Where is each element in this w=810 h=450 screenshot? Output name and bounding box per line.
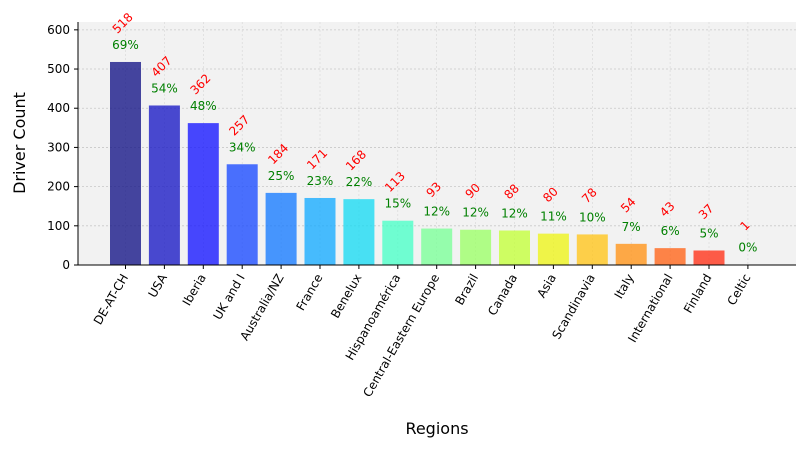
y-tick-label: 400 (47, 101, 70, 115)
percent-label: 0% (738, 241, 757, 255)
bar-4 (265, 192, 297, 265)
y-tick-label: 200 (47, 180, 70, 194)
percent-label: 15% (384, 197, 411, 211)
percent-label: 23% (307, 174, 334, 188)
percent-label: 12% (423, 205, 450, 219)
y-tick-label: 300 (47, 140, 70, 154)
y-tick-label: 600 (47, 23, 70, 37)
x-tick-label: Canada (485, 272, 520, 319)
bar-9 (460, 229, 492, 265)
percent-label: 7% (622, 220, 641, 234)
bar-5 (304, 197, 336, 265)
percent-label: 12% (501, 207, 528, 221)
y-tick-label: 100 (47, 219, 70, 233)
x-tick-label: USA (145, 271, 170, 300)
bar-1 (148, 105, 180, 265)
x-tick-label: Brazil (452, 271, 481, 307)
x-tick-label: Celtic (725, 272, 754, 308)
bars (110, 61, 764, 266)
percent-label: 5% (699, 226, 718, 240)
bar-7 (382, 220, 414, 265)
bar-6 (343, 199, 375, 265)
x-tick-label: Asia (534, 272, 559, 301)
bar-14 (654, 248, 686, 265)
y-axis-title: Driver Count (10, 92, 29, 194)
x-tick-label: DE-AT-CH (91, 272, 131, 328)
percent-label: 6% (661, 224, 680, 238)
x-tick-label: UK and I (210, 272, 247, 323)
bar-2 (187, 123, 219, 265)
x-tick-label: Italy (612, 272, 637, 302)
x-tick-label: France (294, 272, 326, 314)
bar-8 (421, 228, 453, 265)
y-tick-label: 0 (62, 258, 70, 272)
bar-15 (693, 250, 725, 265)
x-tick-label: Central-Eastern Europe (360, 272, 442, 400)
bar-0 (110, 61, 141, 266)
bar-10 (499, 230, 530, 265)
gridlines (78, 22, 796, 266)
percent-label: 34% (229, 140, 256, 154)
percent-label: 22% (346, 175, 373, 189)
bar-13 (615, 243, 647, 265)
bar-3 (226, 164, 258, 265)
percent-label: 11% (540, 210, 567, 224)
percent-label: 25% (268, 169, 295, 183)
percent-label: 69% (112, 38, 139, 52)
bar-12 (576, 234, 608, 265)
percent-label: 10% (579, 210, 606, 224)
x-tick-label: Iberia (180, 272, 209, 309)
x-tick-label: Finland (681, 272, 715, 316)
bar-11 (537, 233, 569, 265)
x-tick-label: Benelux (328, 272, 364, 321)
percent-label: 48% (190, 99, 217, 113)
y-ticks: 0 100 200 300 400 500 600 (47, 23, 78, 272)
percent-label: 54% (151, 81, 178, 95)
x-axis-title: Regions (405, 419, 468, 438)
percent-label: 12% (462, 206, 489, 220)
y-tick-label: 500 (47, 62, 70, 76)
